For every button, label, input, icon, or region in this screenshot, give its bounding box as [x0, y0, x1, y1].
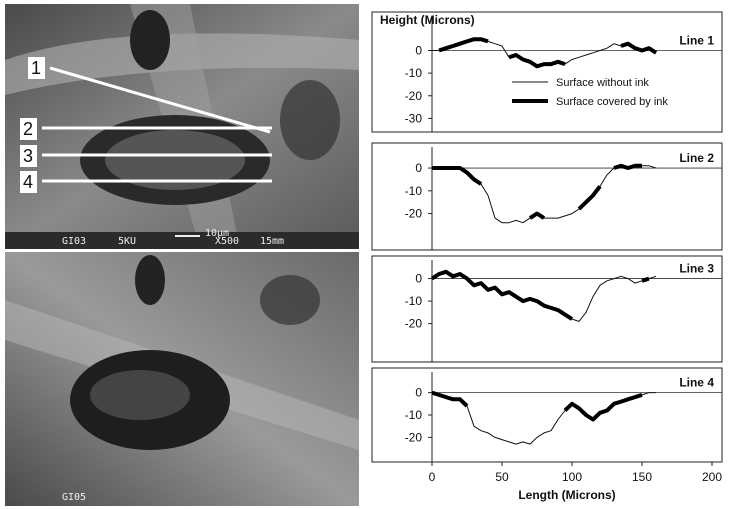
y-tick-label: 0 — [415, 161, 422, 175]
page: 1 2 3 4 GI03 5KU 10μm X500 15mm GI05 0 -1… — [0, 0, 732, 509]
y-tick-label: 0 — [415, 272, 422, 286]
legend-label: Surface without ink — [556, 77, 649, 89]
caption: X500 — [215, 236, 239, 247]
y-tick-label: 0 — [415, 43, 422, 57]
line-label: 2 — [23, 119, 33, 139]
panel-title: Line 4 — [679, 376, 714, 390]
caption: 5KU — [118, 236, 136, 247]
y-tick-label: 0 — [415, 386, 422, 400]
panel-frame — [372, 143, 722, 250]
panel-title: Line 3 — [679, 262, 714, 276]
caption: GI05 — [62, 492, 86, 503]
x-tick-label: 100 — [562, 470, 582, 484]
y-tick-label: -10 — [405, 294, 423, 308]
y-tick-label: -10 — [405, 66, 423, 80]
profile-line — [439, 39, 656, 66]
y-tick-label: -30 — [405, 111, 423, 125]
x-tick-label: 150 — [632, 470, 652, 484]
y-axis-title: Height (Microns) — [380, 13, 475, 27]
y-tick-label: -20 — [405, 207, 423, 221]
y-tick-label: -10 — [405, 408, 423, 422]
x-tick-label: 50 — [495, 470, 509, 484]
panel-frame — [372, 256, 722, 362]
x-tick-label: 200 — [702, 470, 722, 484]
profile-line — [432, 393, 642, 420]
caption: 15mm — [260, 236, 284, 247]
x-axis-title: Length (Microns) — [518, 488, 615, 502]
profile-line — [432, 166, 642, 218]
legend-label: Surface covered by ink — [556, 96, 668, 108]
panel-title: Line 2 — [679, 151, 714, 165]
top-micrograph: 1 2 3 4 GI03 5KU 10μm X500 15mm — [5, 4, 359, 249]
y-tick-label: -20 — [405, 89, 423, 103]
panel-frame — [372, 12, 722, 132]
line-label: 1 — [31, 58, 41, 78]
profile-line — [432, 166, 656, 223]
line-label: 4 — [23, 172, 33, 192]
figure: 1 2 3 4 GI03 5KU 10μm X500 15mm GI05 0 -1… — [0, 0, 732, 509]
x-tick-label: 0 — [429, 470, 436, 484]
caption: GI03 — [62, 236, 86, 247]
line-label: 3 — [23, 146, 33, 166]
y-tick-label: -20 — [405, 430, 423, 444]
bottom-micrograph: GI05 — [5, 252, 359, 506]
y-tick-label: -10 — [405, 184, 423, 198]
panel-frame — [372, 368, 722, 462]
y-tick-label: -20 — [405, 317, 423, 331]
panel-title: Line 1 — [679, 33, 714, 47]
